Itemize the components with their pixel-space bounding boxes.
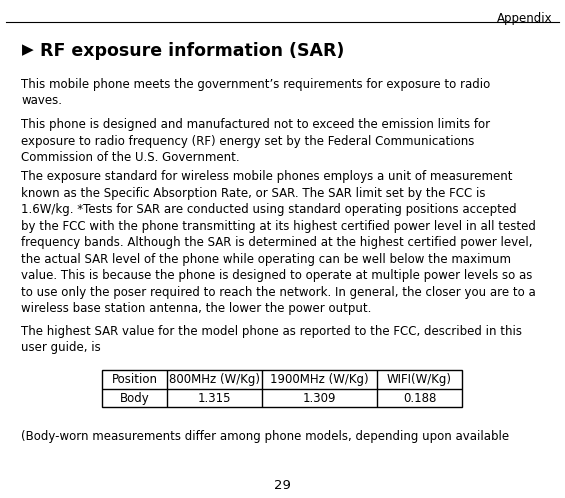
Text: The exposure standard for wireless mobile phones employs a unit of measurement
k: The exposure standard for wireless mobil… [21,170,536,315]
Text: 0.188: 0.188 [403,391,436,404]
Text: WIFI(W/Kg): WIFI(W/Kg) [387,373,452,386]
Text: Appendix: Appendix [497,12,553,25]
Text: This phone is designed and manufactured not to exceed the emission limits for
ex: This phone is designed and manufactured … [21,118,490,164]
Text: The highest SAR value for the model phone as reported to the FCC, described in t: The highest SAR value for the model phon… [21,325,523,355]
Text: (Body-worn measurements differ among phone models, depending upon available: (Body-worn measurements differ among pho… [21,430,510,443]
Text: 29: 29 [274,479,291,492]
Text: ▶: ▶ [21,42,33,57]
Text: This mobile phone meets the government’s requirements for exposure to radio
wave: This mobile phone meets the government’s… [21,78,491,108]
Text: RF exposure information (SAR): RF exposure information (SAR) [34,42,344,60]
Text: 1900MHz (W/Kg): 1900MHz (W/Kg) [270,373,369,386]
Text: Position: Position [111,373,158,386]
Text: Body: Body [120,391,149,404]
Text: 1.315: 1.315 [198,391,231,404]
Text: 1.309: 1.309 [303,391,336,404]
Text: 800MHz (W/Kg): 800MHz (W/Kg) [169,373,260,386]
